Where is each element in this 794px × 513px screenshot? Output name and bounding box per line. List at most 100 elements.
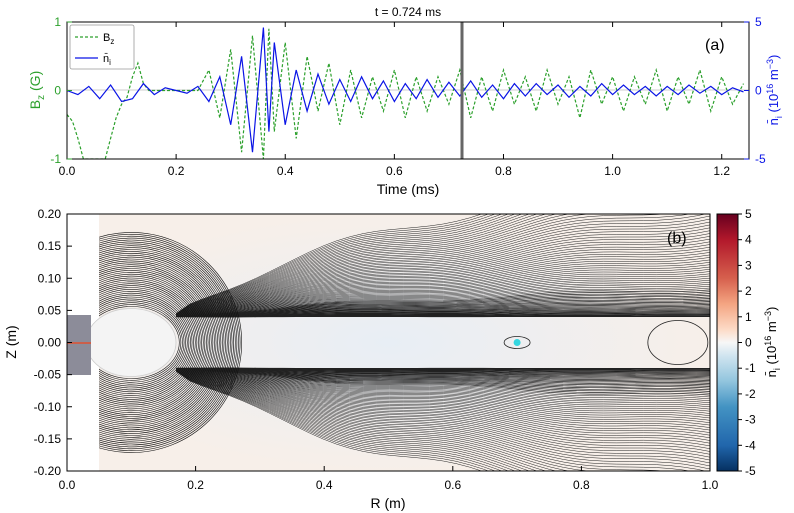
y-right-unit2: m bbox=[766, 69, 781, 83]
contour-line bbox=[176, 368, 710, 382]
series-line-bz bbox=[67, 28, 745, 159]
contour-line bbox=[176, 214, 691, 315]
x-tick-label: 0.8 bbox=[573, 478, 590, 492]
contour-line bbox=[176, 241, 710, 316]
cb-unit-open: (10 bbox=[764, 346, 779, 368]
contour-line bbox=[176, 259, 710, 316]
panel-b-x-ticks: 0.0 0.2 0.4 0.6 0.8 1.0 bbox=[59, 466, 719, 492]
contour-line bbox=[176, 224, 710, 315]
contour-line bbox=[67, 251, 226, 434]
contour-line bbox=[176, 214, 707, 315]
contour-line bbox=[176, 214, 516, 315]
contour-line bbox=[176, 262, 710, 316]
contour-line bbox=[176, 370, 523, 471]
contour-line bbox=[176, 370, 538, 471]
contour-line bbox=[176, 370, 710, 470]
contour-line bbox=[176, 369, 710, 423]
contour-line bbox=[67, 283, 199, 402]
contour-line bbox=[176, 368, 710, 400]
panel-a-y-ticks-left: -1 0 1 bbox=[50, 15, 72, 166]
contour-line bbox=[176, 369, 710, 428]
colorbar-tick-label: -5 bbox=[745, 464, 756, 478]
contour-line bbox=[67, 243, 233, 442]
contour-line bbox=[176, 371, 483, 471]
y-left-sub: z bbox=[36, 95, 47, 100]
panel-a-x-label: Time (ms) bbox=[377, 181, 439, 197]
contour-line bbox=[176, 369, 710, 414]
contour-line bbox=[176, 370, 710, 461]
cb-sub: i bbox=[772, 368, 782, 370]
contour-line bbox=[176, 293, 710, 317]
panel-b-y-label: Z (m) bbox=[3, 325, 19, 358]
contour-line bbox=[176, 266, 710, 316]
cb-symbol: n̄ bbox=[764, 370, 779, 377]
contour-line bbox=[176, 283, 710, 317]
contour-line bbox=[176, 370, 516, 471]
cb-exp: 16 bbox=[763, 336, 773, 346]
legend-ni-name: n̄ bbox=[103, 52, 109, 65]
y-right-exp: 16 bbox=[765, 84, 775, 94]
contour-line bbox=[176, 368, 710, 396]
colorbar-tick-label: -3 bbox=[745, 413, 756, 427]
y-tick-label-right: -5 bbox=[755, 152, 766, 166]
contour-line bbox=[67, 281, 201, 404]
contour-line bbox=[176, 368, 710, 402]
contour-line bbox=[67, 266, 214, 419]
contour-line bbox=[176, 369, 710, 426]
contour-line bbox=[67, 241, 234, 444]
contour-line bbox=[176, 279, 710, 317]
y-right-exp2: −3 bbox=[765, 59, 775, 69]
contour-line bbox=[67, 253, 225, 432]
contour-line bbox=[176, 299, 710, 317]
contour-line bbox=[176, 301, 710, 317]
legend-bz-label: Bz bbox=[103, 32, 114, 46]
colorbar-tick-label: 1 bbox=[745, 310, 752, 324]
contour-line bbox=[176, 238, 710, 316]
contour-line bbox=[176, 368, 710, 383]
contour-line bbox=[176, 369, 710, 455]
panel-a-title: t = 0.724 ms bbox=[375, 5, 441, 19]
contour-line bbox=[67, 285, 198, 400]
y-tick-label: 0.05 bbox=[38, 303, 62, 317]
contour-line bbox=[176, 369, 710, 441]
y-tick-label: -0.05 bbox=[34, 368, 62, 382]
contour-line bbox=[176, 371, 490, 471]
contour-line bbox=[176, 291, 710, 317]
contour-line bbox=[176, 368, 710, 377]
contour-line bbox=[176, 371, 496, 471]
contour-line bbox=[176, 371, 510, 471]
panel-a-label: (a) bbox=[705, 37, 725, 54]
contour-line bbox=[176, 369, 710, 436]
y-tick-label: 0.20 bbox=[38, 207, 62, 221]
contour-line bbox=[176, 214, 571, 315]
contour-line bbox=[176, 214, 483, 314]
contour-line bbox=[176, 227, 710, 316]
contour-line bbox=[176, 368, 710, 392]
contour-line bbox=[503, 336, 531, 349]
colorbar-tick-label: 0 bbox=[745, 336, 752, 350]
contour-line bbox=[67, 254, 223, 431]
contour-line bbox=[67, 235, 239, 450]
contour-line bbox=[67, 260, 218, 425]
contour-line bbox=[176, 271, 710, 316]
contour-line bbox=[176, 368, 710, 406]
y-right-close: ) bbox=[766, 55, 781, 59]
contour-line bbox=[176, 236, 710, 316]
contour-line bbox=[176, 294, 710, 317]
contour-line bbox=[176, 308, 710, 317]
legend-ni-sub: i bbox=[109, 58, 111, 67]
contour-line bbox=[176, 257, 710, 316]
contour-line bbox=[176, 303, 710, 317]
contour-line bbox=[176, 214, 547, 315]
contour-line bbox=[176, 306, 710, 317]
y-right-symbol: n̄ bbox=[766, 118, 781, 125]
contour-line bbox=[176, 369, 710, 447]
contour-line bbox=[176, 275, 710, 317]
contour-line bbox=[67, 256, 222, 429]
x-tick-label: 0.6 bbox=[386, 164, 403, 178]
contour-line bbox=[176, 214, 531, 315]
x-tick-label: 1.2 bbox=[713, 164, 730, 178]
contour-line bbox=[176, 264, 710, 316]
x-tick-label: 1.0 bbox=[702, 478, 719, 492]
x-tick-label: 0.4 bbox=[277, 164, 294, 178]
